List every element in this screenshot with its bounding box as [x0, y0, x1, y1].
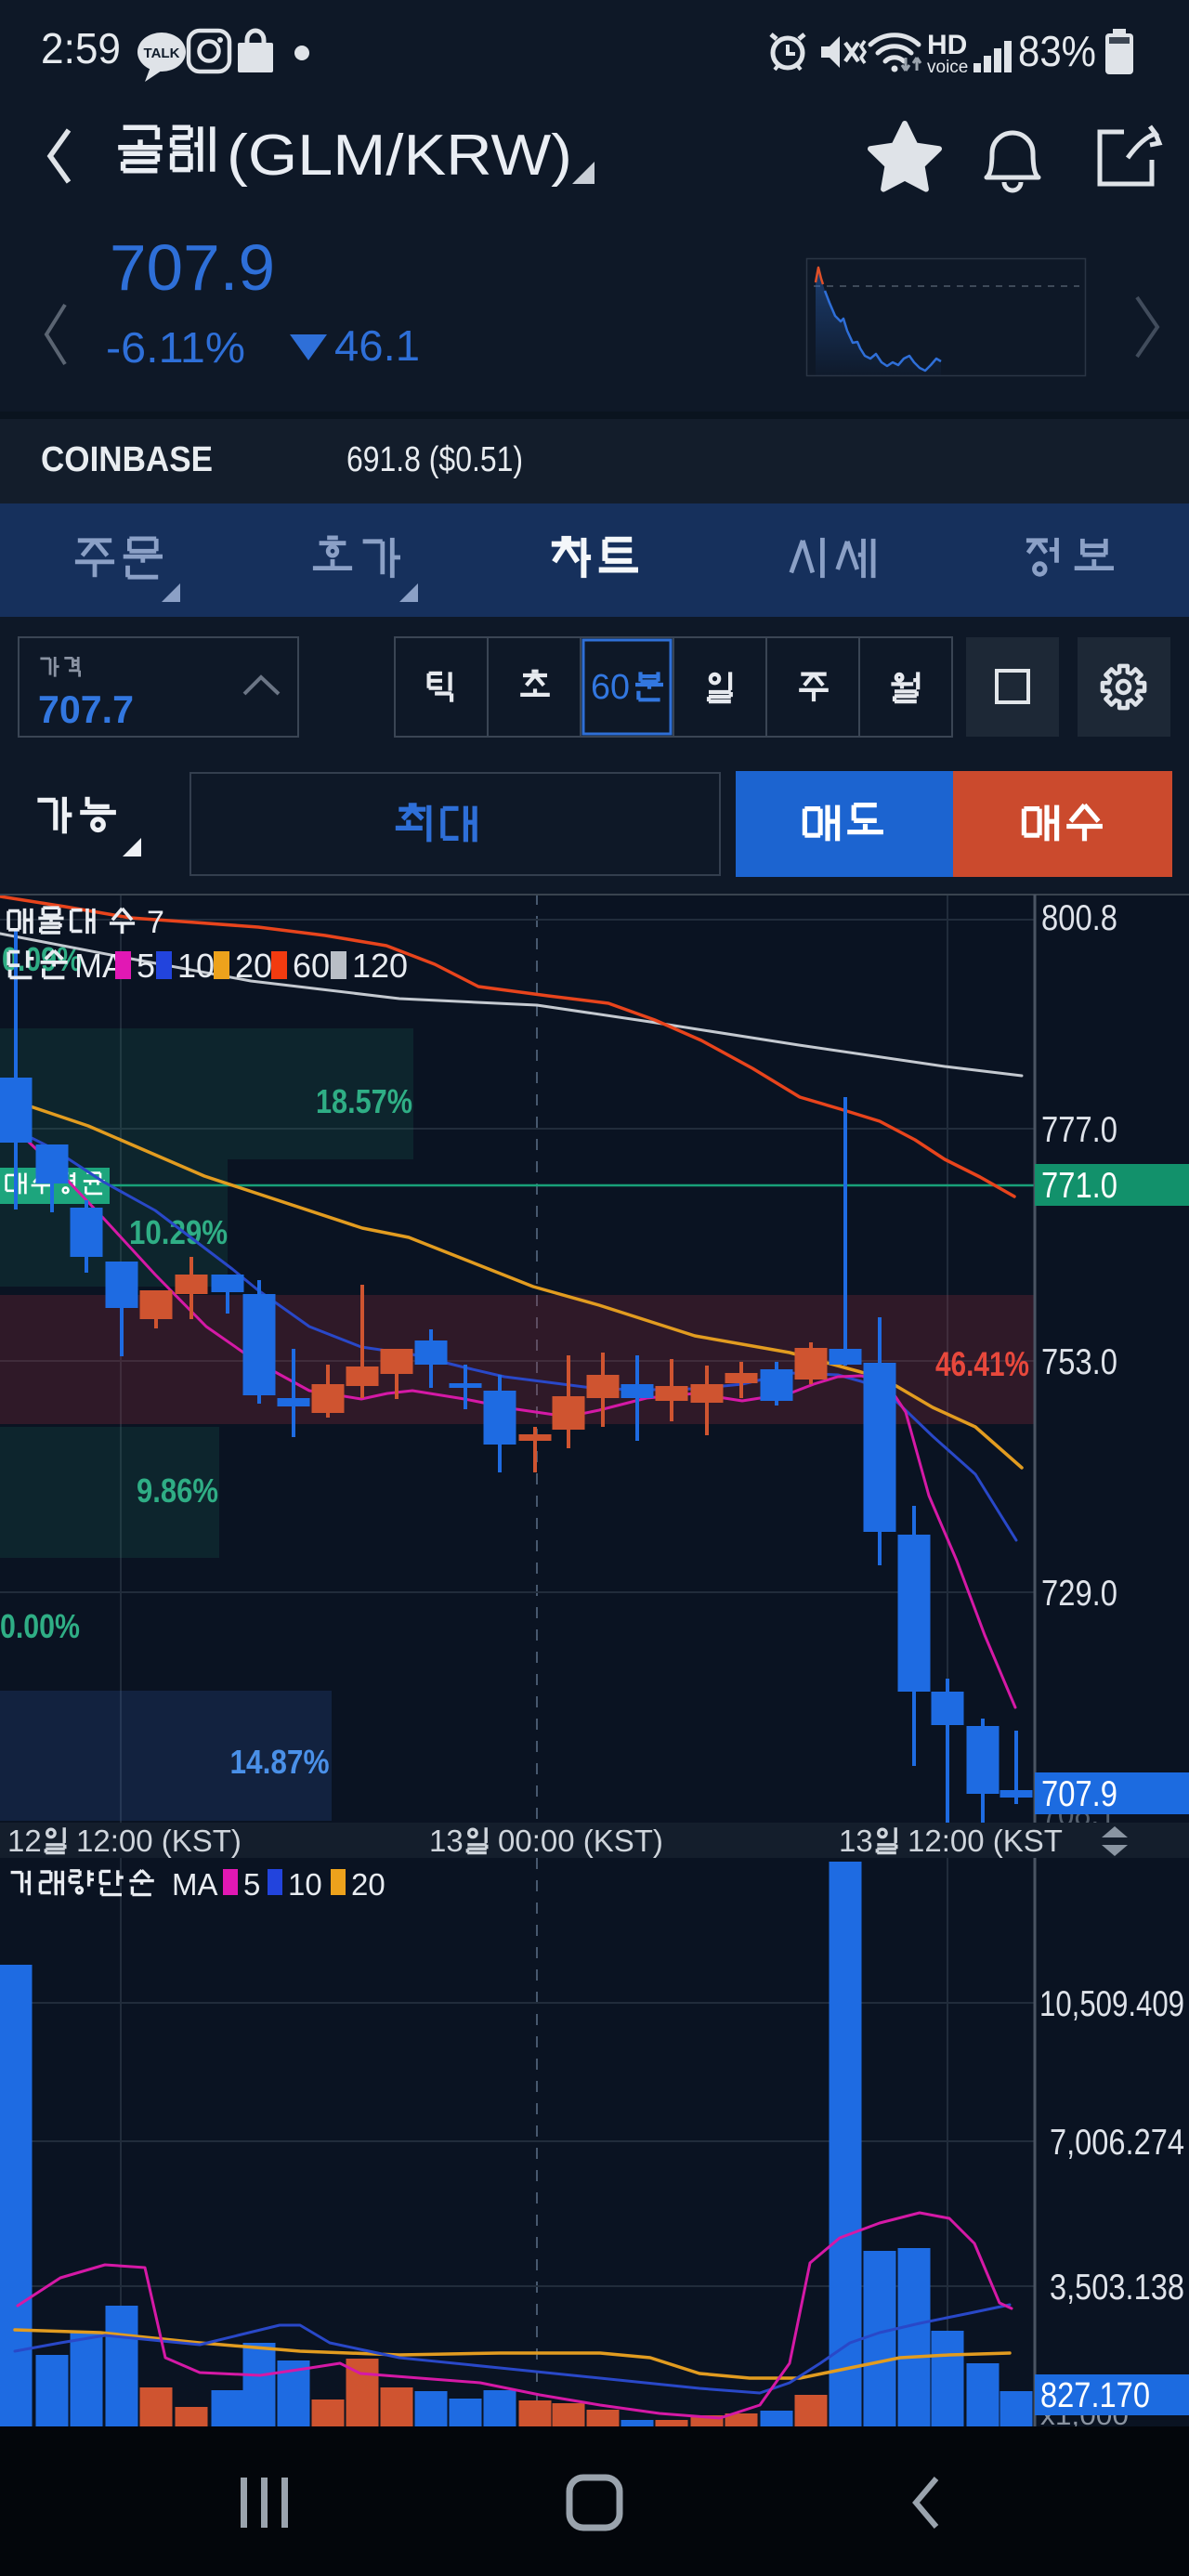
- svg-text:9.86%: 9.86%: [137, 1471, 218, 1510]
- svg-text:46.41%: 46.41%: [935, 1345, 1029, 1383]
- svg-text:83%: 83%: [1018, 27, 1096, 75]
- svg-text:827.170: 827.170: [1040, 2376, 1150, 2415]
- svg-text:20: 20: [351, 1867, 385, 1902]
- svg-text:5: 5: [137, 947, 155, 985]
- svg-text:20: 20: [235, 947, 272, 985]
- svg-text:12:00 (KST): 12:00 (KST): [76, 1824, 242, 1858]
- svg-text:10: 10: [288, 1867, 322, 1902]
- svg-text:COINBASE: COINBASE: [41, 440, 213, 479]
- svg-text:00:00 (KST): 00:00 (KST): [498, 1824, 663, 1858]
- svg-text:707.9: 707.9: [1041, 1774, 1117, 1814]
- svg-text:TALK: TALK: [144, 46, 180, 61]
- svg-text:753.0: 753.0: [1041, 1342, 1117, 1382]
- svg-text:(GLM/KRW): (GLM/KRW): [227, 124, 572, 188]
- svg-text:12:00 (KST: 12:00 (KST: [908, 1824, 1063, 1858]
- svg-text:-6.11%: -6.11%: [106, 323, 245, 372]
- svg-text:691.8 ($0.51): 691.8 ($0.51): [346, 440, 523, 479]
- svg-text:10: 10: [177, 947, 215, 985]
- svg-text:13: 13: [429, 1824, 464, 1858]
- svg-text:60: 60: [293, 947, 330, 985]
- svg-text:729.0: 729.0: [1041, 1574, 1117, 1614]
- svg-text:18.57%: 18.57%: [316, 1082, 412, 1120]
- svg-text:0.00%: 0.00%: [0, 1607, 80, 1645]
- svg-text:7,006.274: 7,006.274: [1050, 2123, 1184, 2163]
- svg-text:5: 5: [243, 1867, 260, 1902]
- svg-text:46.1: 46.1: [334, 321, 420, 370]
- svg-text:800.8: 800.8: [1041, 898, 1117, 938]
- svg-text:2:59: 2:59: [41, 24, 121, 72]
- svg-text:120: 120: [352, 947, 408, 985]
- svg-text:7: 7: [147, 905, 164, 940]
- svg-text:707.7: 707.7: [38, 687, 134, 731]
- svg-text:10.29%: 10.29%: [129, 1213, 228, 1251]
- svg-text:12: 12: [7, 1824, 42, 1858]
- svg-text:MA: MA: [172, 1867, 218, 1902]
- svg-text:voice: voice: [927, 58, 968, 77]
- svg-text:HD: HD: [927, 30, 967, 60]
- svg-text:3,503.138: 3,503.138: [1050, 2268, 1184, 2308]
- svg-text:777.0: 777.0: [1041, 1110, 1117, 1150]
- svg-text:771.0: 771.0: [1041, 1166, 1117, 1206]
- svg-text:60: 60: [591, 668, 630, 707]
- svg-text:13: 13: [839, 1824, 873, 1858]
- svg-text:707.9: 707.9: [110, 231, 275, 304]
- svg-text:10,509.409: 10,509.409: [1039, 1984, 1184, 2024]
- svg-text:14.87%: 14.87%: [230, 1743, 330, 1781]
